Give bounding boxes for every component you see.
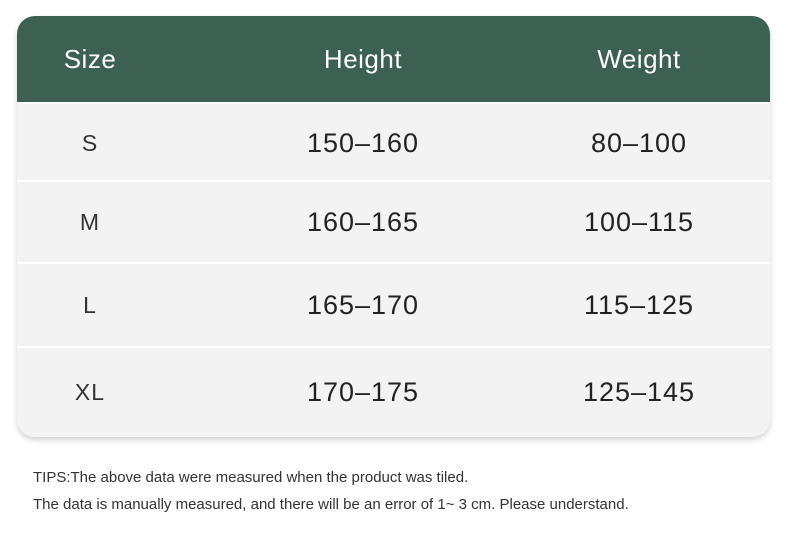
table-row: XL 170–175 125–145 [17, 346, 770, 437]
table-row: M 160–165 100–115 [17, 180, 770, 263]
table-row: S 150–160 80–100 [17, 102, 770, 182]
weight-cell: 125–145 [582, 377, 696, 407]
size-cell: L [83, 292, 97, 318]
height-cell: 160–165 [306, 207, 420, 237]
size-cell: M [79, 209, 101, 235]
table-row: L 165–170 115–125 [17, 262, 770, 347]
tips-line-2: The data is manually measured, and there… [33, 496, 629, 513]
height-cell: 165–170 [306, 290, 420, 320]
size-chart-table: Size Height Weight S 150–160 80–100 M 16… [17, 16, 770, 437]
height-cell: 170–175 [306, 377, 420, 407]
header-weight: Weight [597, 43, 681, 74]
weight-cell: 100–115 [583, 207, 695, 237]
header-size: Size [63, 43, 117, 74]
tips-line-1: TIPS:The above data were measured when t… [33, 469, 469, 486]
weight-cell: 80–100 [590, 127, 688, 158]
header-height: Height [323, 43, 403, 74]
height-cell: 150–160 [306, 127, 420, 158]
table-header: Size Height Weight [17, 16, 770, 102]
size-cell: S [81, 129, 99, 156]
size-cell: XL [74, 379, 106, 405]
weight-cell: 115–125 [583, 290, 695, 320]
